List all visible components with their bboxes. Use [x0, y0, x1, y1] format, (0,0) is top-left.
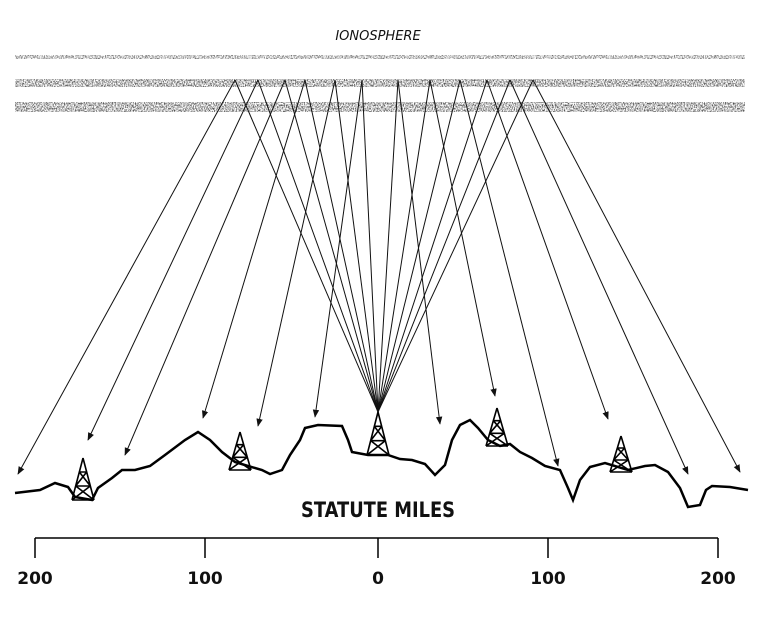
- scale-label: 100: [530, 569, 566, 589]
- terrain: [14, 418, 749, 509]
- ray-up: [377, 79, 461, 413]
- ray-up: [304, 79, 379, 413]
- ray-up: [377, 79, 399, 413]
- ray-down: [509, 79, 689, 475]
- ray-down: [312, 79, 363, 418]
- scale-bar: 200 100 0 100 200: [17, 537, 736, 589]
- tower: [609, 435, 633, 473]
- ray-down: [17, 79, 236, 475]
- ray-up: [361, 79, 379, 413]
- tower: [366, 411, 390, 456]
- ray-up: [377, 79, 534, 413]
- scale-title: STATUTE MILES: [301, 498, 455, 523]
- scale-label: 200: [700, 569, 736, 589]
- scale-label: 200: [17, 569, 53, 589]
- ray-down: [459, 79, 560, 467]
- ray-down: [256, 79, 336, 427]
- ray-down: [429, 79, 497, 397]
- ray-up: [377, 79, 511, 413]
- ray-down: [397, 79, 443, 425]
- ray-down: [202, 79, 306, 419]
- ray-up: [377, 79, 488, 413]
- ray-down: [124, 79, 286, 456]
- towers: [71, 407, 633, 501]
- ray-up: [377, 79, 431, 413]
- ionosphere-layers: [15, 55, 745, 112]
- ionosphere-label: IONOSPHERE: [335, 29, 421, 44]
- ray-down: [87, 79, 259, 441]
- tower: [71, 457, 95, 501]
- tower: [485, 407, 509, 447]
- ray-up: [257, 79, 379, 413]
- ray-up: [334, 79, 379, 413]
- scale-label: 100: [187, 569, 223, 589]
- ray-up: [284, 79, 379, 413]
- tower: [228, 431, 252, 471]
- ray-down: [486, 79, 609, 420]
- scale-label: 0: [372, 569, 384, 589]
- ray-up: [234, 79, 379, 413]
- radio-rays: [17, 79, 741, 475]
- ray-down: [532, 79, 741, 473]
